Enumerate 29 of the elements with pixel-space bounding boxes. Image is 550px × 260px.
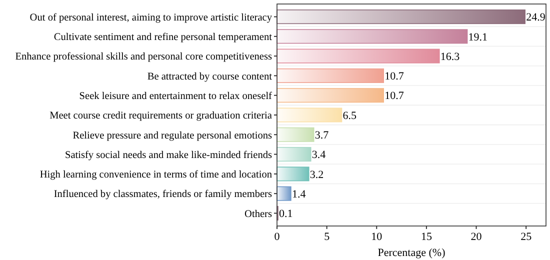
- y-tick-label: Others: [244, 208, 272, 220]
- y-tick-label: Cultivate sentiment and refine personal temperament: [54, 32, 272, 44]
- x-tick-label: 0: [274, 231, 280, 243]
- x-tick-label: 5: [324, 231, 330, 243]
- data-label: 6.5: [342, 110, 358, 122]
- y-tick-label: High learning convenience in terms of time and location: [40, 170, 272, 181]
- data-label: 16.3: [440, 50, 460, 63]
- data-label: 24.9: [526, 12, 546, 24]
- data-label: 10.7: [384, 70, 404, 83]
- x-axis-title: Percentage (%): [378, 247, 446, 259]
- data-label: 0.1: [278, 208, 293, 220]
- data-label: 1.4: [292, 188, 306, 200]
- data-label: 3.7: [314, 129, 330, 142]
- y-tick-label: Seek leisure and entertainment to relax oneself: [79, 90, 273, 102]
- x-tick-label: 10: [371, 231, 383, 243]
- x-tick-label: 25: [520, 231, 532, 243]
- x-tick-label: 20: [470, 231, 482, 243]
- x-tick-label: 15: [420, 231, 432, 243]
- data-label: 10.7: [384, 90, 404, 102]
- y-tick-label: Meet course credit requirements or graduation criteria: [50, 110, 272, 122]
- y-tick-label: Satisfy social needs and make like-minded friends: [64, 150, 272, 161]
- y-tick-label: Out of personal interest, aiming to improve artistic literacy: [30, 12, 273, 24]
- y-tick-label: Influenced by classmates, friends or family members: [54, 189, 272, 200]
- y-tick-label: Enhance professional skills and personal core competitiveness: [15, 52, 272, 63]
- data-label: 19.1: [468, 31, 488, 44]
- y-tick-label: Relieve pressure and regulate personal emotions: [72, 130, 272, 142]
- data-label: 3.4: [312, 149, 326, 162]
- y-tick-label: Be attracted by course content: [147, 71, 272, 82]
- data-label: 3.2: [310, 168, 324, 181]
